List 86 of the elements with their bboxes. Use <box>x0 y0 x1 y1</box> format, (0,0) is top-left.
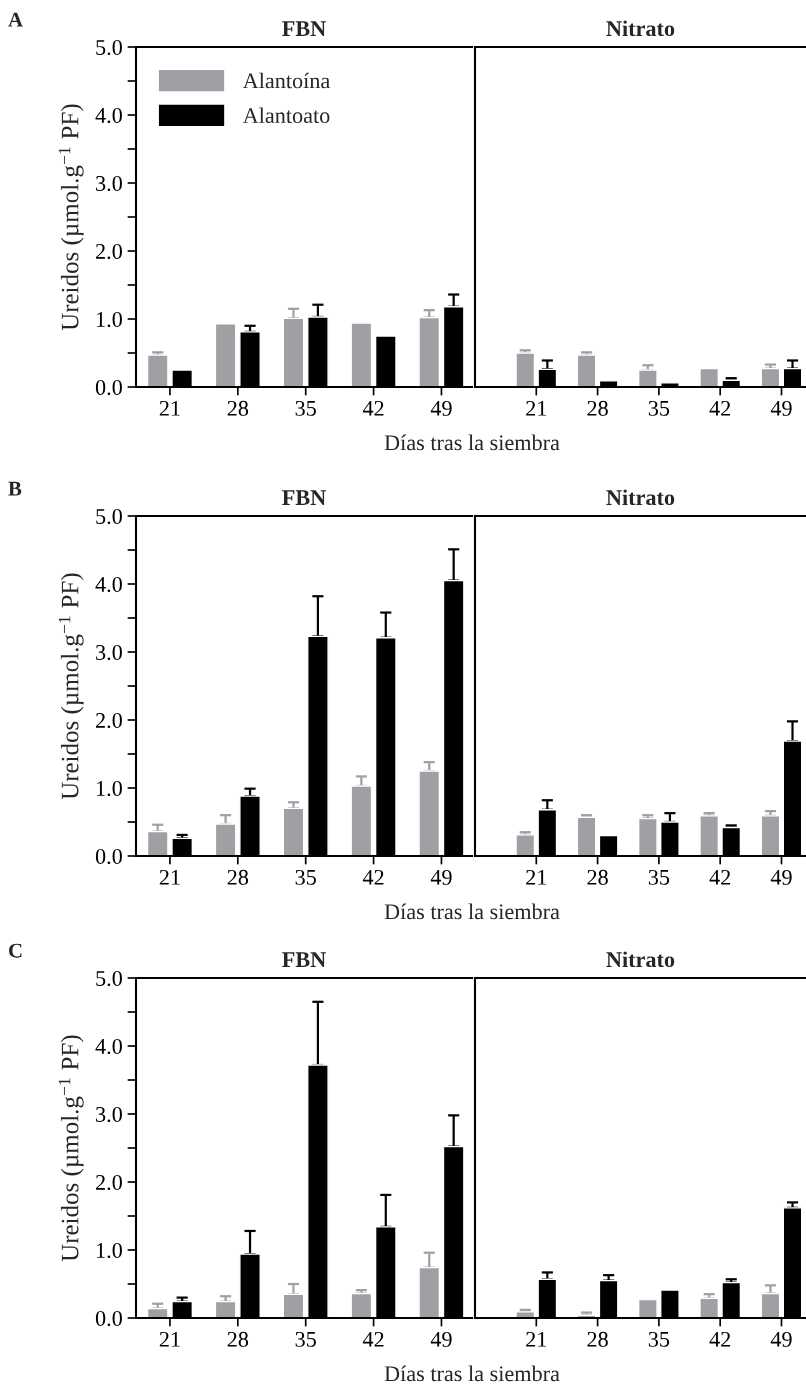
bar <box>515 352 536 387</box>
y-axis-title: Ureidos (µmol.g$^{−1}$ PF) <box>58 1035 84 1262</box>
y-tick-label: 4.0 <box>95 107 122 124</box>
x-tick-label: 28 <box>227 869 249 885</box>
x-tick-label: 49 <box>770 869 792 885</box>
x-tick-label: 35 <box>295 1331 316 1347</box>
y-tick-label: 0.0 <box>95 1310 122 1327</box>
x-tick-label: 35 <box>648 869 670 885</box>
bar <box>699 367 720 387</box>
y-tick-label: 1.0 <box>96 1242 122 1259</box>
x-tick-label: 28 <box>227 1331 249 1347</box>
x-tick-label: 42 <box>362 400 384 416</box>
chart-title: FBN <box>282 490 326 505</box>
chart-title: Nitrato <box>606 489 675 506</box>
bar <box>282 807 305 856</box>
bar <box>515 834 536 856</box>
text: A <box>8 12 23 27</box>
bar <box>146 1307 169 1318</box>
y-tick-label: 5.0 <box>96 970 122 987</box>
x-axis-title: Días tras la siembra <box>384 903 560 920</box>
y-tick-label: 0.0 <box>95 379 122 396</box>
bar <box>637 369 658 387</box>
x-tick-label: 49 <box>430 1331 452 1347</box>
bar <box>760 815 781 856</box>
x-tick-label: 42 <box>709 1331 731 1347</box>
x-tick-label: 21 <box>526 1331 547 1347</box>
bar <box>214 323 237 387</box>
x-tick-label: 49 <box>430 400 452 416</box>
y-tick-label: 3.0 <box>96 1106 122 1123</box>
x-tick-label: 28 <box>587 1331 608 1347</box>
y-tick-label: 3.0 <box>96 644 122 661</box>
x-tick-label: 49 <box>770 1331 792 1347</box>
bar <box>350 1292 373 1318</box>
bar <box>576 816 597 856</box>
x-tick-label: 21 <box>159 400 180 416</box>
x-tick-label: 42 <box>362 869 384 885</box>
x-tick-label: 21 <box>526 400 547 416</box>
y-axis-title: Ureidos (µmol.g$^{−1}$ PF) <box>58 104 84 331</box>
x-tick-label: 35 <box>648 400 670 416</box>
x-tick-label: 35 <box>295 400 316 416</box>
bar <box>576 354 597 387</box>
x-tick-label: 42 <box>362 1331 384 1347</box>
x-tick-label: 28 <box>227 400 249 416</box>
y-tick-label: 2.0 <box>96 712 122 729</box>
x-tick-label: 35 <box>295 869 316 885</box>
x-tick-label: 21 <box>159 1331 180 1347</box>
bar <box>146 830 169 856</box>
x-tick-label: 35 <box>648 1331 670 1347</box>
legend-label: Alantoato <box>242 107 330 124</box>
x-axis-title: Días tras la siembra <box>384 434 560 451</box>
y-axis-title: Ureidos (µmol.g$^{−1}$ PF) <box>58 573 84 800</box>
bar <box>699 815 720 856</box>
y-tick-label: 5.0 <box>96 39 122 56</box>
y-tick-label: 1.0 <box>96 311 122 328</box>
text: B <box>8 481 22 496</box>
x-axis-title: Días tras la siembra <box>384 1365 560 1382</box>
bar <box>515 1311 536 1318</box>
y-tick-label: 2.0 <box>96 1174 122 1191</box>
x-tick-label: 49 <box>430 869 452 885</box>
x-tick-label: 21 <box>526 869 547 885</box>
chart-title: Nitrato <box>606 951 675 968</box>
chart-title: FBN <box>282 952 326 967</box>
bar <box>760 367 781 387</box>
y-tick-label: 1.0 <box>96 780 122 797</box>
text: C <box>9 943 22 958</box>
y-tick-label: 4.0 <box>95 1038 122 1055</box>
x-tick-label: 28 <box>587 869 608 885</box>
y-tick-label: 0.0 <box>95 848 122 865</box>
x-tick-label: 21 <box>159 869 180 885</box>
y-tick-label: 4.0 <box>95 576 122 593</box>
x-tick-label: 28 <box>587 400 608 416</box>
y-tick-label: 2.0 <box>96 243 122 260</box>
bar <box>699 1297 720 1318</box>
bar <box>637 817 658 856</box>
bar <box>350 322 373 387</box>
x-tick-label: 42 <box>709 400 731 416</box>
bar <box>214 1300 237 1318</box>
y-tick-label: 3.0 <box>96 175 122 192</box>
y-tick-label: 5.0 <box>96 508 122 525</box>
chart-title: Nitrato <box>606 20 675 37</box>
legend-label: Alantoína <box>242 72 330 89</box>
bar <box>146 354 169 387</box>
x-tick-label: 42 <box>709 869 731 885</box>
x-tick-label: 49 <box>770 400 792 416</box>
bar <box>637 1298 658 1318</box>
chart-title: FBN <box>282 21 326 36</box>
